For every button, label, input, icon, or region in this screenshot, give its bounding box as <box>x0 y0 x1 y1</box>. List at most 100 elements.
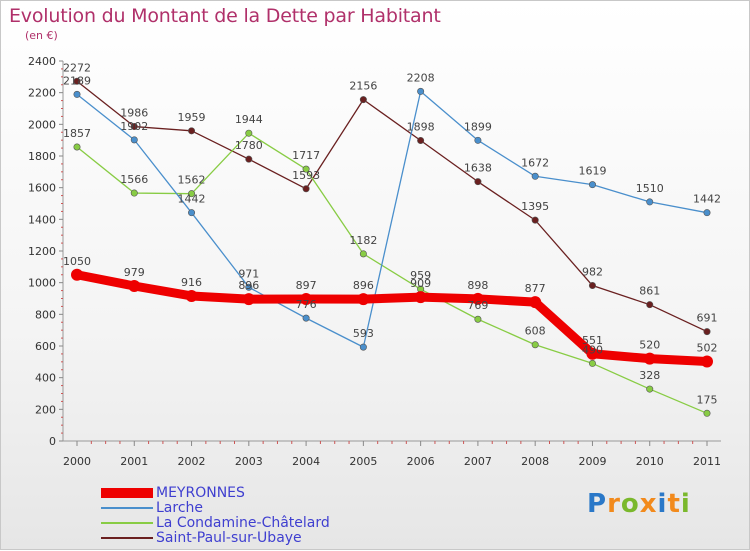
x-tick-label: 2009 <box>578 455 606 468</box>
data-point <box>531 172 539 180</box>
data-label: 898 <box>467 279 488 292</box>
data-point <box>73 90 81 98</box>
data-point <box>643 352 656 365</box>
data-point <box>245 283 253 291</box>
data-label: 897 <box>296 279 317 292</box>
data-point <box>531 341 539 349</box>
y-tick-label: 2200 <box>28 87 56 100</box>
y-tick-label: 600 <box>35 340 56 353</box>
data-point <box>73 143 81 151</box>
y-tick-label: 1000 <box>28 277 56 290</box>
x-tick-label: 2001 <box>120 455 148 468</box>
data-label: 959 <box>410 269 431 282</box>
data-label: 1717 <box>292 149 320 162</box>
data-point <box>359 96 367 104</box>
data-label: 776 <box>296 298 317 311</box>
data-point <box>130 123 138 131</box>
data-label: 2272 <box>63 61 91 74</box>
data-label: 2208 <box>407 71 435 84</box>
data-label: 769 <box>467 299 488 312</box>
data-label: 520 <box>639 339 660 352</box>
data-point <box>703 209 711 217</box>
data-point <box>245 129 253 137</box>
x-tick-label: 2003 <box>235 455 263 468</box>
data-label: 982 <box>582 266 603 279</box>
y-tick-label: 0 <box>49 435 56 448</box>
data-point <box>242 293 255 306</box>
data-point <box>588 282 596 290</box>
x-tick-label: 2002 <box>178 455 206 468</box>
data-point <box>188 209 196 217</box>
y-tick-label: 200 <box>35 403 56 416</box>
data-label: 175 <box>697 393 718 406</box>
data-label: 1899 <box>464 120 492 133</box>
y-tick-label: 800 <box>35 308 56 321</box>
data-label: 490 <box>582 343 603 356</box>
data-label: 971 <box>238 267 259 280</box>
legend-label: MEYRONNES <box>156 485 245 501</box>
series-layer <box>71 77 713 417</box>
data-point <box>474 136 482 144</box>
chart-title: Evolution du Montant de la Dette par Hab… <box>9 5 441 27</box>
data-point <box>302 314 310 322</box>
data-label: 877 <box>525 282 546 295</box>
data-label: 1959 <box>178 111 206 124</box>
data-label: 979 <box>124 266 145 279</box>
data-point <box>359 343 367 351</box>
data-label: 896 <box>353 279 374 292</box>
data-label: 1944 <box>235 113 263 126</box>
y-tick-label: 2000 <box>28 118 56 131</box>
data-label: 1566 <box>120 173 148 186</box>
x-tick-label: 2008 <box>521 455 549 468</box>
data-label: 1510 <box>636 182 664 195</box>
data-point <box>359 250 367 258</box>
data-label: 861 <box>639 285 660 298</box>
data-point <box>188 190 196 198</box>
data-point <box>128 279 141 292</box>
data-point <box>701 355 713 368</box>
data-point <box>703 328 711 336</box>
data-point <box>130 136 138 144</box>
data-label: 1638 <box>464 162 492 175</box>
data-point <box>71 268 83 281</box>
series-line-saint-paul-sur-ubaye <box>76 80 708 333</box>
data-label: 502 <box>697 342 718 355</box>
data-label: 1395 <box>521 200 549 213</box>
legend-swatch <box>101 507 153 509</box>
data-point <box>646 198 654 206</box>
data-point <box>474 315 482 323</box>
data-point <box>302 165 310 173</box>
data-point <box>529 296 542 309</box>
data-label: 916 <box>181 276 202 289</box>
series-line-meyronnes <box>72 270 712 367</box>
legend-swatch <box>101 537 153 539</box>
data-point <box>185 289 198 302</box>
data-point <box>646 385 654 393</box>
data-point <box>73 77 81 85</box>
data-label: 1050 <box>63 255 91 268</box>
legend-label: Saint-Paul-sur-Ubaye <box>156 530 302 546</box>
data-label: 2189 <box>63 74 91 87</box>
data-label: 1902 <box>120 120 148 133</box>
data-point <box>188 127 196 135</box>
x-tick-label: 2007 <box>464 455 492 468</box>
data-point <box>471 292 484 305</box>
data-point <box>417 87 425 95</box>
data-point <box>130 189 138 197</box>
y-tick-label: 1800 <box>28 150 56 163</box>
data-label: 896 <box>238 279 259 292</box>
data-point <box>302 185 310 193</box>
data-point <box>417 136 425 144</box>
data-label-layer: 2272 1986 1959 1780 1593 2156 1898 1638 1395 982 8… <box>63 61 721 406</box>
legend-swatch <box>101 488 153 498</box>
y-tick-label: 1600 <box>28 182 56 195</box>
data-label: 1593 <box>292 169 320 182</box>
series-line-la-condamine-ch-telard <box>76 132 708 414</box>
x-tick-label: 2000 <box>63 455 91 468</box>
y-tick-label: 2400 <box>28 55 56 68</box>
chart-subtitle: (en €) <box>25 29 58 42</box>
data-label: 1986 <box>120 107 148 120</box>
data-label: 1442 <box>178 193 206 206</box>
